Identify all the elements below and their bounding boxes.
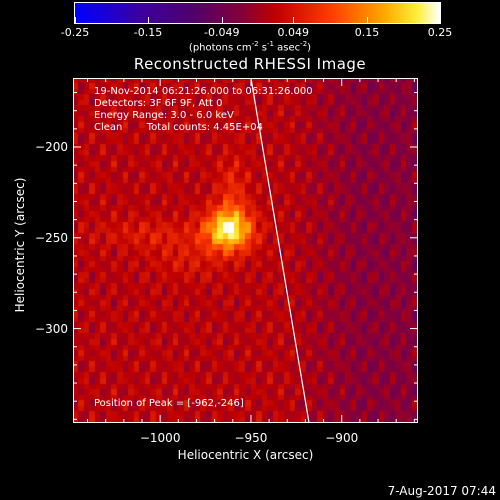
colorbar-tick-mark xyxy=(221,17,223,23)
colorbar-tick-label: -0.049 xyxy=(203,26,240,39)
y-tick-label: −250 xyxy=(35,230,68,245)
x-axis-label: Heliocentric X (arcsec) xyxy=(177,448,314,462)
colorbar-tick-mark xyxy=(75,17,76,23)
annotation-detectors: Detectors: 3F 6F 9F, Att 0 xyxy=(94,98,223,109)
colorbar-frame xyxy=(74,2,441,24)
annotation-algorithm: Clean Total counts: 4.45E+04 xyxy=(94,123,263,133)
plot-overlay xyxy=(73,77,418,424)
timestamp: 7-Aug-2017 07:44 xyxy=(387,484,496,498)
colorbar-tick-label: 0.15 xyxy=(354,26,380,39)
y-tick-label: −200 xyxy=(35,140,68,154)
x-tick-label: −900 xyxy=(325,431,359,445)
colorbar xyxy=(75,3,440,23)
colorbar-tick-label: 0.049 xyxy=(277,26,310,39)
x-tick-labels: −1000 −950 −900 xyxy=(73,431,418,445)
colorbar-unit: (photons cm-2 s-1 asec-2) xyxy=(188,40,312,54)
annotation-algorithm-name: Clean xyxy=(94,122,123,133)
chart-title: Reconstructed RHESSI Image xyxy=(133,55,367,73)
annotation-counts: Total counts: 4.45E+04 xyxy=(146,122,263,133)
y-axis-label: Heliocentric Y (arcsec) xyxy=(13,177,27,313)
colorbar-tick-mark xyxy=(148,17,149,23)
annotation-energy: Energy Range: 3.0 - 6.0 keV xyxy=(94,110,234,121)
colorbar-tick-labels: -0.25 -0.15 -0.049 0.049 0.15 0.25 xyxy=(0,27,500,41)
colorbar-tick-label: -0.15 xyxy=(133,26,163,39)
annotation-peak: Position of Peak = [-962,-246] xyxy=(94,398,244,409)
colorbar-tick-mark xyxy=(293,17,295,23)
colorbar-tick-mark xyxy=(367,17,368,23)
colorbar-tick-mark xyxy=(440,17,441,23)
y-tick-label: −300 xyxy=(35,321,68,336)
rhessi-image xyxy=(73,78,418,423)
annotation-time: 19-Nov-2014 06:21:26.000 to 06:31:26.000 xyxy=(94,86,313,97)
x-tick-label: −950 xyxy=(234,431,268,445)
y-tick-labels: −200 −250 −300 xyxy=(0,78,68,423)
colorbar-tick-label: 0.25 xyxy=(427,26,453,39)
x-tick-label: −1000 xyxy=(139,431,181,445)
plot-frame xyxy=(73,78,418,423)
colorbar-tick-label: -0.25 xyxy=(60,26,90,39)
solar-limb-line xyxy=(250,77,310,424)
